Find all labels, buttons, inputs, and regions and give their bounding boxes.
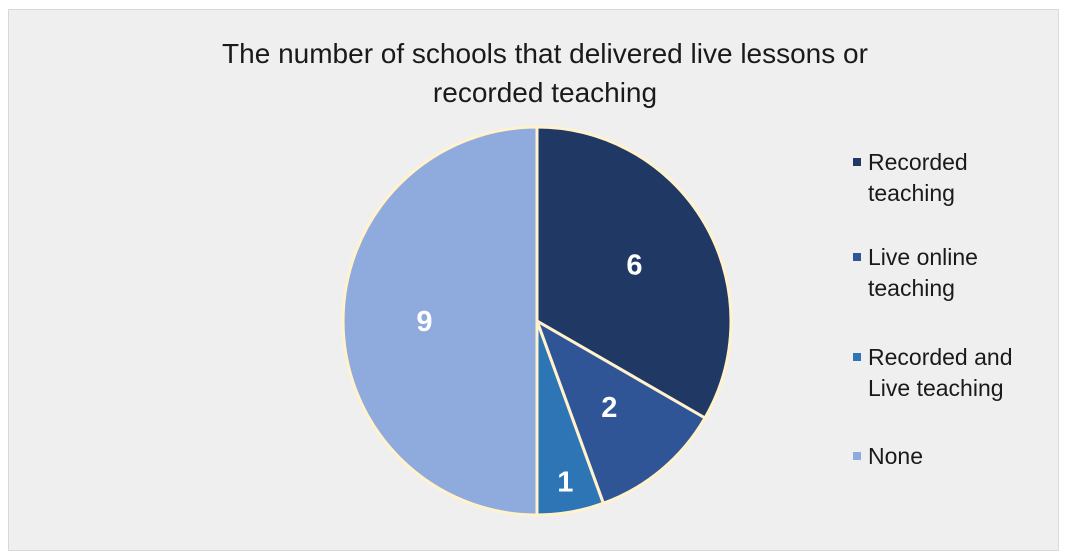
legend-marker-live-online-teaching: [853, 253, 861, 261]
chart-title-line-2: recorded teaching: [433, 77, 657, 108]
pie-chart: The number of schools that delivered liv…: [222, 38, 1013, 517]
legend-label-recorded-and-live-teaching: Recorded and: [868, 344, 1013, 370]
legend-label-recorded-and-live-teaching: Live teaching: [868, 375, 1004, 401]
pie-slice-recorded-teaching: [535, 125, 733, 420]
legend-marker-recorded-and-live-teaching: [853, 353, 861, 361]
legend-marker-none: [853, 452, 861, 460]
legend-marker-recorded-teaching: [853, 158, 861, 166]
data-label-recorded-and-live-teaching: 1: [557, 466, 573, 498]
pie-slice-live-online-teaching: [535, 319, 707, 505]
chart-title: The number of schools that delivered liv…: [222, 38, 868, 108]
legend-label-none: None: [868, 443, 923, 469]
pie-slices: [341, 125, 733, 517]
legend-label-live-online-teaching: Live online: [868, 244, 978, 270]
chart-legend: Recorded teaching Live online teaching Recor…: [853, 149, 1013, 469]
legend-label-live-online-teaching: teaching: [868, 275, 955, 301]
chart-area: The number of schools that delivered liv…: [8, 9, 1059, 551]
pie-slice-none: [341, 125, 539, 517]
legend-label-recorded-teaching: Recorded: [868, 149, 968, 175]
chart-title-line-1: The number of schools that delivered liv…: [222, 38, 868, 69]
data-label-none: 9: [416, 306, 432, 338]
legend-label-recorded-teaching: teaching: [868, 180, 955, 206]
pie-data-labels: 6 2 1 9: [416, 250, 642, 499]
data-label-recorded-teaching: 6: [626, 250, 642, 282]
data-label-live-online-teaching: 2: [601, 392, 617, 424]
